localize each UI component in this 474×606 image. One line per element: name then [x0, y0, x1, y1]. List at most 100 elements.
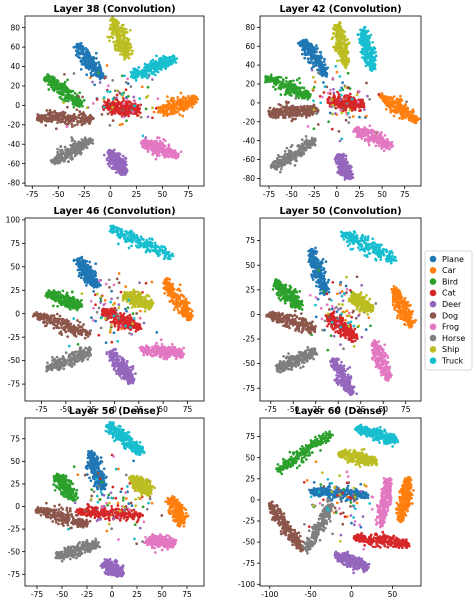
point — [115, 93, 119, 97]
point — [339, 160, 343, 164]
point — [59, 112, 63, 116]
point — [312, 52, 316, 55]
x-tick-label: 50 — [158, 190, 168, 199]
point — [348, 92, 352, 96]
point — [156, 66, 159, 70]
point — [154, 157, 158, 161]
point — [109, 26, 112, 30]
point — [279, 103, 282, 107]
point — [179, 150, 183, 154]
point — [56, 121, 59, 124]
point — [382, 144, 385, 147]
panel-1: Layer 38 (Convolution)-75 -50 -25 0 25 50 75-8… — [8, 4, 205, 199]
point — [111, 109, 115, 113]
point — [111, 167, 115, 171]
point — [138, 72, 142, 75]
point — [102, 96, 106, 99]
panel-title: Layer 42 (Convolution) — [279, 4, 401, 15]
point — [300, 52, 304, 56]
point — [77, 94, 80, 98]
point — [90, 56, 94, 60]
point — [66, 91, 70, 95]
point — [69, 156, 72, 160]
point — [190, 100, 193, 104]
point — [380, 92, 384, 95]
point — [304, 44, 307, 48]
point — [282, 162, 286, 166]
point — [294, 97, 298, 100]
point — [50, 85, 53, 89]
point — [145, 145, 149, 149]
point — [190, 102, 194, 106]
point — [123, 173, 127, 176]
point — [379, 95, 383, 99]
point — [365, 114, 368, 118]
point — [70, 98, 73, 102]
point — [120, 93, 124, 96]
point — [293, 83, 297, 87]
point — [303, 104, 306, 108]
point — [279, 93, 283, 96]
point — [81, 45, 85, 48]
point — [81, 122, 85, 126]
point — [292, 109, 295, 113]
point — [274, 88, 277, 91]
point — [58, 96, 62, 99]
point — [347, 121, 351, 124]
point — [341, 157, 345, 161]
point — [325, 72, 329, 76]
point — [350, 165, 353, 169]
cluster-bird — [42, 71, 150, 123]
point — [334, 156, 338, 160]
point — [111, 119, 115, 122]
point — [75, 108, 79, 112]
point — [345, 161, 348, 165]
point — [161, 146, 165, 150]
point — [118, 26, 122, 30]
point — [47, 119, 51, 123]
point — [54, 127, 58, 131]
point — [323, 63, 327, 66]
point — [401, 115, 405, 119]
point — [299, 150, 303, 154]
point — [133, 99, 136, 103]
point — [314, 64, 318, 67]
point — [302, 86, 306, 90]
point — [304, 41, 308, 45]
point — [344, 118, 348, 122]
axes-frame — [24, 15, 205, 187]
point — [60, 155, 64, 159]
point — [190, 105, 194, 109]
point — [146, 85, 150, 89]
point — [124, 113, 128, 117]
point — [291, 117, 294, 120]
point — [325, 66, 329, 70]
point — [313, 105, 317, 109]
point — [104, 75, 108, 79]
point — [384, 139, 388, 143]
point — [355, 131, 359, 135]
point — [58, 92, 61, 96]
point — [375, 136, 379, 140]
point — [394, 100, 398, 104]
point — [79, 60, 83, 64]
point — [407, 117, 411, 121]
point — [323, 57, 326, 61]
point — [292, 79, 295, 83]
point — [276, 116, 280, 119]
point — [285, 157, 288, 161]
point — [284, 80, 288, 83]
point — [79, 68, 83, 71]
point — [344, 173, 348, 177]
point — [163, 144, 167, 148]
point — [403, 107, 407, 111]
point — [288, 155, 292, 159]
point — [111, 149, 114, 153]
point — [315, 109, 319, 113]
point — [52, 115, 55, 119]
point — [139, 115, 143, 119]
point — [369, 139, 373, 142]
point — [168, 153, 172, 157]
point — [153, 67, 157, 71]
